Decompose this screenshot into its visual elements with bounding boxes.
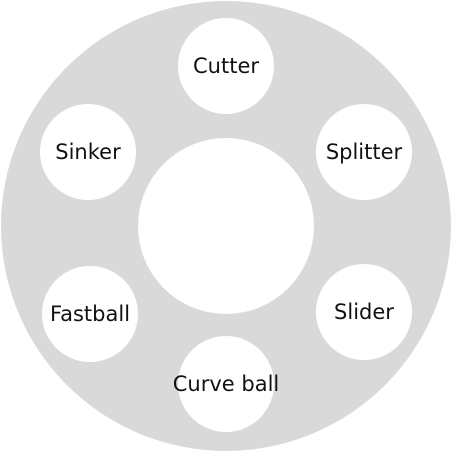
center-hub [138,138,314,314]
pitch-option-label: Curve ball [172,372,280,396]
pitch-option-cutter[interactable]: Cutter [178,18,274,114]
pitch-option-curve-ball[interactable]: Curve ball [173,336,279,432]
pitch-option-label: Splitter [325,140,403,164]
pitch-option-label: Cutter [193,54,259,78]
pitch-option-fastball[interactable]: Fastball [42,266,138,362]
pitch-option-label: Slider [334,300,394,324]
pitch-option-slider[interactable]: Slider [316,264,412,360]
pitch-option-label: Sinker [55,140,121,164]
pitch-option-sinker[interactable]: Sinker [40,104,136,200]
pitch-option-label: Fastball [49,302,131,326]
pitch-option-splitter[interactable]: Splitter [316,104,412,200]
